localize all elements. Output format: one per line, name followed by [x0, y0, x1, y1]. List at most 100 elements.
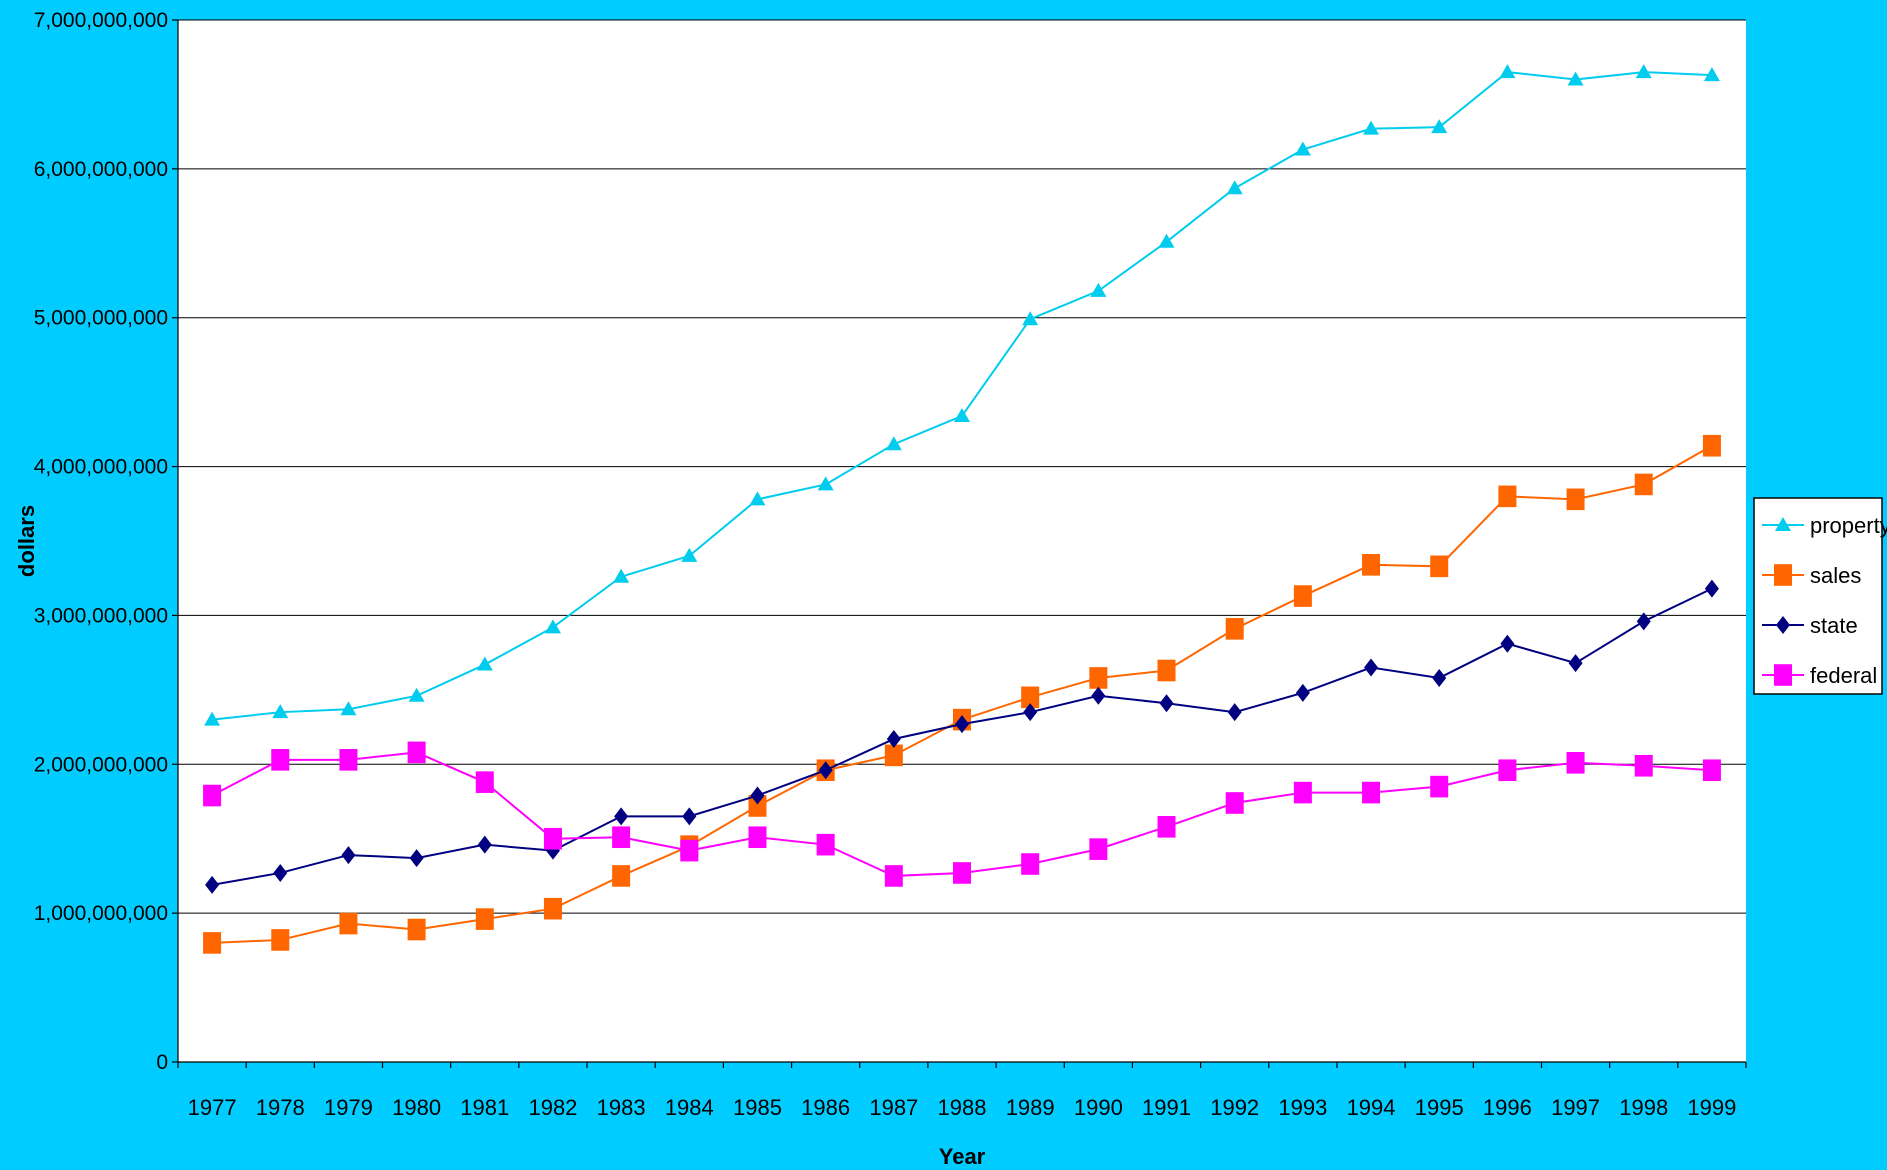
x-tick-label: 1982	[528, 1095, 577, 1120]
data-point-federal	[407, 741, 426, 764]
x-tick-label: 1984	[665, 1095, 714, 1120]
y-axis-ticks: 0 1,000,000,000 2,000,000,000 3,000,000,000…	[34, 9, 168, 1074]
data-point-sales	[1566, 488, 1585, 511]
data-point-state	[1023, 703, 1038, 722]
data-point-sales	[1702, 434, 1721, 457]
x-tick-label: 1997	[1551, 1095, 1600, 1120]
data-point-property	[1090, 282, 1107, 297]
data-point-federal	[543, 827, 562, 850]
y-tick-label: 5,000,000,000	[34, 307, 168, 330]
data-point-state	[1568, 654, 1583, 673]
data-point-federal	[1157, 816, 1176, 838]
x-tick-label: 1995	[1415, 1095, 1464, 1120]
data-point-sales	[612, 865, 631, 887]
x-tick-label: 1988	[938, 1095, 987, 1120]
data-point-property	[1431, 119, 1448, 134]
data-point-federal	[1430, 775, 1449, 798]
data-point-state	[1500, 634, 1515, 653]
data-point-property	[1294, 141, 1311, 156]
y-tick-label: 7,000,000,000	[34, 9, 168, 32]
data-point-state	[1295, 683, 1310, 702]
data-point-sales	[543, 897, 562, 920]
data-point-state	[1227, 703, 1242, 722]
y-tick-label: 6,000,000,000	[34, 158, 168, 181]
data-point-property	[1635, 64, 1652, 79]
data-point-property	[204, 711, 221, 726]
data-point-property	[408, 687, 425, 702]
data-point-federal	[271, 749, 290, 771]
legend-marker	[1775, 517, 1791, 531]
data-point-federal	[1089, 838, 1108, 860]
data-point-property	[954, 407, 970, 422]
data-point-property	[817, 476, 834, 491]
data-point-state	[955, 715, 969, 734]
series	[203, 64, 1721, 954]
plot-area	[178, 20, 1746, 1062]
data-point-federal	[680, 839, 699, 862]
data-point-sales	[1498, 485, 1517, 508]
data-point-state	[1636, 612, 1651, 631]
y-tick-label: 2,000,000,000	[34, 753, 168, 776]
x-tick-label: 1987	[869, 1095, 918, 1120]
data-point-sales	[1157, 659, 1176, 682]
data-point-property	[1499, 64, 1516, 79]
data-point-sales	[339, 912, 358, 935]
data-point-federal	[1702, 759, 1721, 782]
x-axis-ticks: 1977 1978 1979 1980 1981 1982 1983 1984 1985 1986…	[188, 1095, 1737, 1120]
data-point-property	[681, 547, 698, 562]
data-point-state	[477, 835, 492, 854]
legend-label: sales	[1810, 563, 1861, 588]
data-point-property	[476, 656, 493, 671]
data-point-state	[750, 786, 765, 805]
data-point-sales	[203, 932, 222, 954]
x-tick-label: 1991	[1142, 1095, 1191, 1120]
data-point-state	[1432, 668, 1447, 687]
data-point-state	[614, 807, 629, 826]
data-point-federal	[1498, 759, 1517, 782]
x-tick-label: 1993	[1278, 1095, 1327, 1120]
y-tick-label: 4,000,000,000	[34, 456, 168, 479]
y-axis-title: dollars	[14, 505, 39, 577]
data-point-federal	[203, 784, 222, 807]
data-point-property	[1567, 71, 1584, 86]
data-point-sales	[884, 744, 903, 767]
gridlines	[178, 19, 1746, 914]
data-point-state	[273, 863, 288, 882]
data-point-federal	[884, 865, 903, 887]
legend-label: property	[1810, 513, 1887, 538]
data-point-sales	[1021, 686, 1040, 709]
data-point-property	[1158, 233, 1175, 248]
data-point-state	[341, 846, 356, 865]
data-point-federal	[1293, 781, 1312, 804]
x-tick-label: 1979	[324, 1095, 373, 1120]
data-point-federal	[612, 826, 631, 849]
data-point-federal	[1362, 781, 1381, 804]
series-federal	[203, 741, 1721, 887]
x-tick-label: 1996	[1483, 1095, 1532, 1120]
x-tick-label: 1983	[597, 1095, 646, 1120]
legend: property sales state federal	[1753, 497, 1887, 695]
data-point-federal	[1225, 792, 1244, 814]
x-tick-label: 1994	[1347, 1095, 1396, 1120]
data-point-sales	[748, 795, 767, 817]
data-point-property	[1226, 180, 1243, 195]
series-state	[205, 579, 1719, 894]
y-tick-label: 0	[156, 1051, 168, 1074]
data-point-property	[613, 568, 630, 583]
legend-label: state	[1810, 613, 1858, 638]
x-tick-label: 1978	[256, 1095, 305, 1120]
x-tick-label: 1998	[1619, 1095, 1668, 1120]
data-point-sales	[271, 929, 290, 951]
data-point-federal	[1021, 853, 1040, 875]
x-tick-label: 1992	[1210, 1095, 1259, 1120]
data-point-state	[1364, 658, 1379, 677]
data-point-property	[749, 491, 766, 506]
data-point-sales	[1225, 618, 1244, 640]
x-tick-label: 1986	[801, 1095, 850, 1120]
data-point-property	[544, 619, 561, 634]
x-tick-label: 1985	[733, 1095, 782, 1120]
data-point-federal	[339, 749, 358, 771]
x-tick-label: 1999	[1687, 1095, 1736, 1120]
data-point-sales	[1089, 667, 1108, 689]
